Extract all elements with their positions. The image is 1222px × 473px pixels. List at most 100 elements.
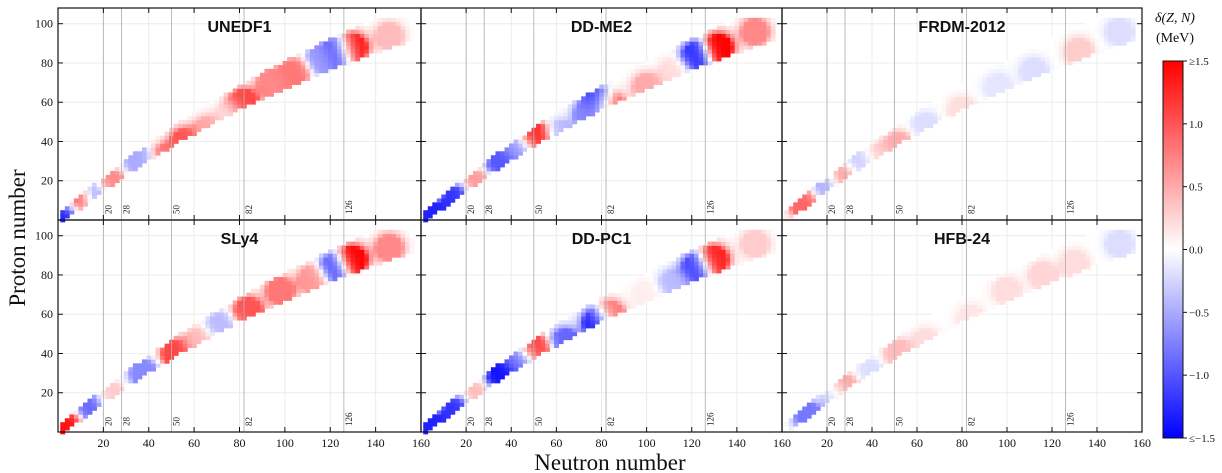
heatmap-cell <box>671 276 677 282</box>
heatmap-cell <box>178 131 184 136</box>
heatmap-cell <box>92 394 97 400</box>
magic-label-50: 50 <box>895 417 905 427</box>
heatmap-cell <box>757 37 763 42</box>
heatmap-cell <box>246 84 252 89</box>
heatmap-cell <box>141 159 147 164</box>
heatmap-cell <box>1058 273 1064 278</box>
heatmap-cell <box>986 92 992 97</box>
heatmap-cell <box>1126 241 1132 246</box>
heatmap-cell <box>549 119 555 125</box>
heatmap-cell <box>1027 49 1033 54</box>
heatmap-cell <box>860 363 866 368</box>
heatmap-cell <box>1076 245 1082 250</box>
heatmap-cell <box>468 182 474 188</box>
heatmap-cell <box>554 324 560 329</box>
heatmap-cell <box>707 257 713 262</box>
heatmap-cell <box>278 64 284 70</box>
heatmap-cell <box>712 41 717 46</box>
heatmap-cell <box>653 280 659 286</box>
heatmap-cell <box>1090 49 1096 54</box>
heatmap-cell <box>327 61 333 66</box>
heatmap-cell <box>1081 37 1087 42</box>
heatmap-cell <box>327 276 333 282</box>
heatmap-cell <box>635 288 641 294</box>
heatmap-cell <box>1108 25 1114 30</box>
heatmap-cell <box>259 80 265 85</box>
heatmap-cell <box>1072 245 1078 250</box>
heatmap-cell <box>368 45 374 50</box>
heatmap-cell <box>495 367 501 372</box>
heatmap-cell <box>259 308 265 313</box>
heatmap-cell <box>386 253 392 258</box>
heatmap-cell <box>1040 68 1046 74</box>
heatmap-cell <box>504 359 510 364</box>
heatmap-cell <box>318 53 324 58</box>
heatmap-cell <box>314 61 320 66</box>
heatmap-cells <box>60 17 415 223</box>
heatmap-cell <box>377 17 383 23</box>
heatmap-cell <box>739 21 745 27</box>
heatmap-cell <box>1126 33 1132 38</box>
heatmap-cell <box>1058 37 1064 42</box>
heatmap-cell <box>698 49 704 54</box>
colorbar-tick-label: −0.5 <box>1189 307 1209 319</box>
heatmap-cell <box>644 84 650 89</box>
heatmap-cell <box>716 257 722 262</box>
heatmap-cell <box>391 33 397 38</box>
heatmap-cell <box>1076 53 1082 58</box>
heatmap-cell <box>191 112 197 117</box>
heatmap-cell <box>1067 49 1073 54</box>
heatmap-cell <box>910 119 916 125</box>
heatmap-cell <box>1000 276 1006 282</box>
heatmap-cell <box>734 41 740 46</box>
heatmap-cell <box>332 276 338 282</box>
heatmap-cell <box>132 371 138 376</box>
heatmap-cell <box>608 296 614 301</box>
heatmap-cell <box>1031 265 1037 270</box>
heatmap-cell <box>585 312 591 317</box>
heatmap-cell <box>923 112 929 117</box>
heatmap-cell <box>1049 49 1055 54</box>
heatmap-cell <box>323 261 329 266</box>
heatmap-cell <box>896 351 902 356</box>
heatmap-cell <box>694 261 699 266</box>
heatmap-cell <box>400 33 406 38</box>
heatmap-cell <box>300 276 306 282</box>
heatmap-cell <box>662 57 668 62</box>
heatmap-cell <box>1067 61 1073 66</box>
heatmap-cell <box>540 331 546 337</box>
heatmap-cell <box>187 119 193 125</box>
heatmap-cell <box>1022 61 1028 66</box>
heatmap-cell <box>368 29 374 34</box>
heatmap-cell <box>432 418 438 423</box>
magic-label-20: 20 <box>827 205 837 215</box>
heatmap-cell <box>1081 265 1087 270</box>
heatmap-cell <box>675 57 681 62</box>
heatmap-cell <box>639 284 645 290</box>
heatmap-cell <box>1013 284 1019 290</box>
heatmap-cell <box>977 76 983 82</box>
heatmap-cell <box>684 49 690 54</box>
heatmap-cell <box>264 68 270 74</box>
x-tick-label: 20 <box>460 436 472 450</box>
heatmap-cell <box>1072 45 1078 50</box>
y-axis-title: Proton number <box>5 169 30 307</box>
heatmap-cell <box>838 178 844 184</box>
heatmap-cell <box>910 343 916 348</box>
heatmap-cell <box>373 21 379 27</box>
heatmap-cell <box>368 49 374 54</box>
heatmap-cell <box>151 351 156 356</box>
heatmap-cell <box>648 84 654 89</box>
heatmap-cell <box>486 379 492 384</box>
heatmap-cell <box>323 68 329 74</box>
heatmap-cell <box>518 151 523 156</box>
heatmap-cell <box>563 119 569 125</box>
heatmap-cell <box>182 331 188 337</box>
heatmap-cell <box>296 80 302 85</box>
heatmap-cell <box>1112 237 1118 242</box>
heatmap-cell <box>110 174 116 180</box>
heatmap-cell <box>869 151 875 156</box>
heatmap-cell <box>187 339 193 345</box>
heatmap-cell <box>626 92 632 97</box>
heatmap-cell <box>427 422 433 427</box>
